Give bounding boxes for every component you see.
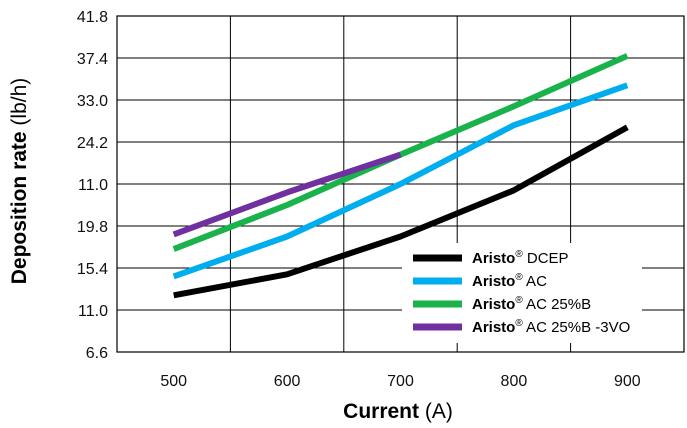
legend-label-0: Aristo® DCEP bbox=[472, 249, 569, 267]
series-line-0 bbox=[173, 124, 629, 299]
y-tick-label: 41.8 bbox=[77, 9, 108, 26]
series-line-3 bbox=[172, 151, 402, 238]
x-tick-label: 800 bbox=[501, 373, 528, 390]
legend-label-2: Aristo® AC 25%B bbox=[472, 295, 591, 313]
x-axis-ticks: 500 600 700 800 900 bbox=[160, 373, 640, 390]
y-tick-label: 6.6 bbox=[86, 345, 108, 362]
y-tick-label: 15.4 bbox=[77, 261, 108, 278]
x-tick-label: 500 bbox=[160, 373, 187, 390]
y-tick-label: 37.4 bbox=[77, 51, 108, 68]
y-tick-label: 11.0 bbox=[78, 303, 108, 320]
legend-label-1: Aristo® AC bbox=[472, 272, 547, 290]
y-axis-ticks: 41.8 37.4 33.0 24.2 11.0 19.8 15.4 11.0 6.6 bbox=[77, 9, 108, 362]
y-tick-label: 33.0 bbox=[77, 93, 108, 110]
x-tick-label: 600 bbox=[274, 373, 301, 390]
series-lines bbox=[172, 53, 629, 299]
x-tick-label: 900 bbox=[614, 373, 641, 390]
legend-label-3: Aristo® AC 25%B -3VO bbox=[472, 318, 630, 336]
y-tick-label: 24.2 bbox=[77, 135, 108, 152]
y-axis-title: Deposition rate (lb/h) bbox=[8, 78, 31, 285]
x-axis-title: Current (A) bbox=[343, 400, 453, 423]
series-line-1 bbox=[172, 82, 629, 280]
legend: Aristo® DCEP Aristo® AC Aristo® AC 25%B Ari… bbox=[413, 249, 630, 336]
y-tick-label: 19.8 bbox=[77, 219, 108, 236]
series-line-2 bbox=[172, 53, 629, 252]
y-tick-label: 11.0 bbox=[78, 177, 108, 194]
x-tick-label: 700 bbox=[387, 373, 414, 390]
